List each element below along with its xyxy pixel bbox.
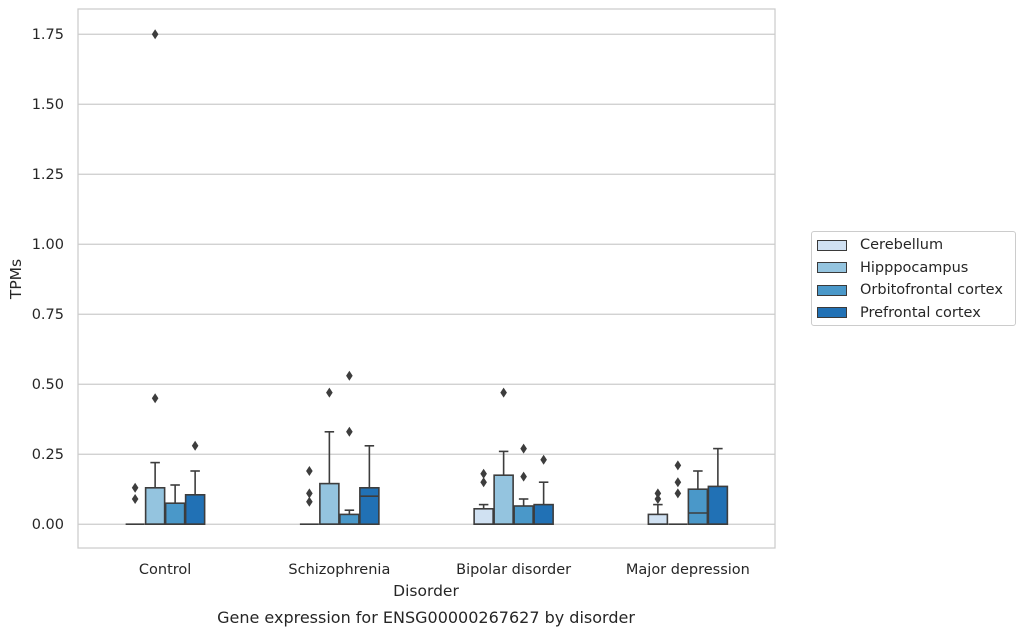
outlier-point: [520, 443, 527, 454]
legend-label: Orbitofrontal cortex: [860, 282, 1003, 298]
legend-label: Prefrontal cortex: [860, 304, 981, 321]
legend-label: Hipppocampus: [860, 259, 969, 276]
outlier-point: [520, 471, 527, 482]
box-prefrontal-cortex: [707, 447, 729, 526]
grid-lines: [78, 33, 775, 525]
outlier-point: [346, 370, 353, 381]
legend-item: Orbitofrontal cortex: [817, 280, 1003, 300]
y-axis-label: TPMs: [7, 259, 25, 300]
outlier-point: [326, 387, 333, 398]
iqr-box: [493, 474, 514, 526]
legend-item: Hipppocampus: [817, 258, 968, 278]
iqr-box: [359, 486, 380, 525]
outlier-point: [500, 387, 507, 398]
iqr-box: [533, 503, 554, 526]
y-tick-label: 1.00: [32, 237, 64, 253]
x-tick-label: Bipolar disorder: [456, 562, 571, 578]
box-orbitofrontal-cortex: [687, 470, 709, 526]
outlier-point: [151, 393, 159, 404]
x-tick-labels: Control Schizophrenia Bipolar disorder Majo…: [139, 562, 750, 578]
outlier-point: [191, 440, 199, 451]
box-prefrontal-cortex: [533, 454, 554, 526]
legend: Cerebellum Hipppocampus Orbitofrontal cort…: [811, 231, 1016, 326]
box-cerebellum: [299, 466, 319, 526]
outlier-point: [480, 468, 487, 479]
box-cerebellum: [647, 488, 669, 526]
box-orbitofrontal-cortex: [513, 443, 534, 526]
outlier-point: [674, 460, 682, 471]
x-tick-label: Control: [139, 562, 191, 578]
box-prefrontal-cortex: [184, 440, 206, 526]
iqr-box: [647, 513, 669, 526]
box-orbitofrontal-cortex: [164, 484, 186, 526]
box-hipppocampus: [319, 387, 340, 526]
y-tick-label: 1.25: [32, 167, 64, 183]
y-tick-labels: 0.00 0.25 0.50 0.75 1.00 1.25 1.50 1.75: [32, 27, 64, 533]
iqr-box: [144, 486, 166, 525]
chart-title: Gene expression for ENSG00000267627 by d…: [217, 608, 635, 627]
box-cerebellum: [125, 482, 145, 526]
legend-item: Prefrontal cortex: [817, 303, 981, 323]
outlier-point: [306, 466, 313, 476]
y-tick-label: 0.00: [32, 517, 64, 533]
box-prefrontal-cortex: [359, 444, 380, 525]
box-cerebellum: [473, 468, 494, 526]
y-tick-label: 0.75: [32, 307, 64, 323]
iqr-box: [319, 482, 340, 526]
legend-swatch: [817, 239, 847, 251]
plot-area-frame: [77, 8, 776, 549]
legend-label: Cerebellum: [860, 237, 944, 253]
iqr-box: [184, 493, 206, 525]
outlier-point: [654, 488, 662, 499]
outlier-point: [151, 29, 159, 40]
outlier-point: [674, 477, 682, 488]
iqr-box: [687, 488, 709, 526]
y-tick-label: 0.25: [32, 447, 64, 463]
outlier-point: [480, 477, 487, 488]
legend-swatch: [817, 262, 847, 273]
x-axis-label: Disorder: [393, 582, 459, 600]
x-tick-label: Schizophrenia: [288, 562, 390, 578]
outlier-point: [540, 454, 547, 465]
box-marks: [125, 29, 729, 526]
outlier-point: [346, 426, 353, 437]
outlier-point: [674, 488, 682, 499]
iqr-box: [339, 513, 360, 526]
legend-swatch: [817, 307, 847, 318]
outlier-point: [131, 494, 139, 504]
iqr-box: [707, 485, 729, 525]
box-hipppocampus: [493, 387, 514, 526]
x-tick-label: Major depression: [626, 562, 750, 578]
y-tick-label: 1.75: [32, 27, 64, 43]
outlier-point: [654, 494, 662, 504]
y-tick-label: 1.50: [32, 97, 64, 113]
legend-item: Cerebellum: [817, 235, 943, 255]
outlier-point: [131, 482, 139, 493]
outlier-point: [306, 488, 313, 499]
box-hipppocampus: [668, 460, 688, 526]
iqr-box: [513, 505, 534, 526]
box-hipppocampus: [144, 29, 166, 526]
y-tick-label: 0.50: [32, 377, 64, 393]
legend-swatch: [817, 284, 847, 296]
iqr-box: [164, 502, 186, 526]
outlier-point: [306, 496, 313, 507]
iqr-box: [473, 507, 494, 525]
box-orbitofrontal-cortex: [339, 370, 360, 526]
